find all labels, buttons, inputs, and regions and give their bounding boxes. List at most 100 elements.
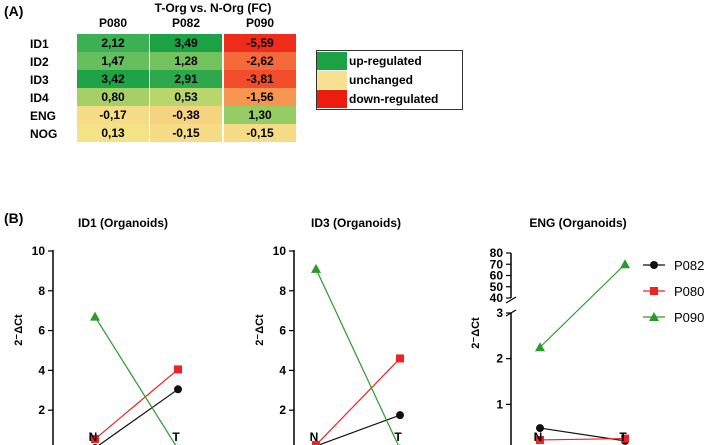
legend-label: unchanged [349,73,414,87]
heatmap-row-label: ID2 [30,55,49,69]
series-line-P080 [94,368,179,440]
heatmap-col-header: P080 [98,16,128,30]
legend-item-up: up-regulated [317,52,456,70]
series-line-P080 [315,358,401,445]
heatmap-cell: -0,15 [150,124,222,142]
y-tick-label: 10 [273,244,287,258]
legend-swatch [317,90,347,108]
heatmap-col-header: P082 [171,16,201,30]
legend-item-down: down-regulated [317,90,456,108]
series-line-P080 [539,437,626,441]
heatmap-title: T-Org vs. N-Org (FC) [154,1,272,15]
heatmap-legend: up-regulated unchanged down-regulated [316,50,463,110]
legend-label-P090: P090 [674,310,704,325]
data-point-P082 [174,385,182,394]
legend-label-P082: P082 [674,258,704,273]
x-tick-label: N [310,430,319,444]
series-line-P082 [98,388,179,445]
y-tick-label: 2 [38,403,45,417]
heatmap-cell: 1,30 [224,106,296,124]
y-axis-label: 2⁻ΔCt [470,317,482,349]
heatmap-cell: -0,15 [224,124,296,142]
series-line-P090 [539,263,626,348]
chart-title: ID1 (Organoids) [78,216,168,230]
x-tick-label: N [534,430,543,444]
data-point-P090 [311,263,321,273]
x-tick-label: T [394,430,402,444]
legend-item-unchanged: unchanged [317,71,456,89]
y-tick-label: 0 [38,443,45,445]
y-tick-label: 50 [490,280,504,294]
heatmap-cell: -2,62 [224,52,296,70]
data-point-P082 [396,411,404,420]
x-tick-label: T [172,430,180,444]
y-tick-label: 80 [490,246,504,260]
heatmap-row-label: ID3 [30,73,49,87]
y-axis-label: 2⁻ΔCt [13,314,25,346]
y-tick-label: 8 [279,284,286,298]
data-point-P090 [620,259,630,269]
heatmap-cell: -5,59 [224,34,296,52]
data-point-P080 [396,354,404,363]
x-tick-label: T [619,430,627,444]
heatmap-cell: -0,17 [77,106,149,124]
y-tick-label: 4 [279,363,286,377]
y-tick-label: 4 [38,363,45,377]
x-tick-label: N [89,430,98,444]
legend-swatch [317,52,347,70]
heatmap-row-label: NOG [30,127,58,141]
heatmap-cell: 3,49 [150,34,222,52]
y-tick-label: 2 [279,403,286,417]
y-tick-label: 8 [38,284,45,298]
series-line-P090 [315,268,399,445]
panel-b-label: (B) [4,210,24,226]
data-point-P080 [536,435,544,444]
legend-marker-P080 [650,287,658,295]
heatmap-col-header: P090 [245,16,275,30]
y-tick-label: 70 [490,257,504,271]
heatmap-cell: 3,42 [77,70,149,88]
y-tick-label: 0 [496,443,503,445]
y-tick-label: 3 [496,306,503,320]
heatmap-cell: 1,47 [77,52,149,70]
data-point-P082 [536,424,544,433]
legend-marker-P090 [649,312,659,321]
y-tick-label: 0 [279,443,286,445]
legend-marker-P082 [650,261,658,269]
data-point-P090 [535,342,545,352]
chart-title: ID3 (Organoids) [311,216,401,230]
data-point-P080 [91,435,99,444]
series-line-P090 [94,316,177,445]
heatmap-row-label: ID4 [30,91,49,105]
y-axis-label: 2⁻ΔCt [254,314,266,346]
data-point-P080 [312,441,320,445]
heatmap-cell: -1,56 [224,88,296,106]
legend-label-P080: P080 [674,284,704,299]
heatmap-row-label: ENG [30,109,57,123]
y-tick-label: 1 [496,397,503,411]
y-tick-label: 40 [490,291,504,305]
heatmap-cell: -0,38 [150,106,222,124]
legend-label: down-regulated [349,92,439,106]
series-line-P082 [317,414,401,445]
heatmap-cell: 0,13 [77,124,149,142]
y-tick-label: 60 [490,269,504,283]
y-tick-label: 10 [32,244,46,258]
data-point-P080 [174,365,182,374]
heatmap-row-label: ID1 [30,37,49,51]
heatmap-cell: -3,81 [224,70,296,88]
axis-break-mark [505,296,517,304]
legend-swatch [317,71,347,89]
line-break-gap [573,312,580,321]
heatmap-cell: 0,80 [77,88,149,106]
chart-title: ENG (Organoids) [529,216,626,230]
data-point-P080 [621,434,629,443]
heatmap-cell: 1,28 [150,52,222,70]
data-point-P090 [90,311,100,321]
legend-label: up-regulated [349,54,422,68]
y-tick-label: 2 [496,352,503,366]
panel-a-label: (A) [4,3,24,19]
y-tick-label: 6 [279,324,286,338]
y-tick-label: 6 [38,324,45,338]
